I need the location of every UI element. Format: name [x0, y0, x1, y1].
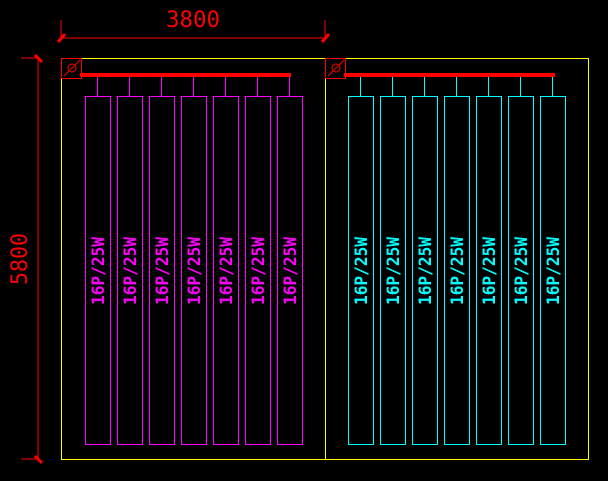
diameter-symbol-icon — [325, 58, 346, 79]
heating-panel[interactable]: 16P/25W — [85, 77, 111, 445]
width-dimension — [56, 20, 331, 43]
heating-panel[interactable]: 16P/25W — [412, 77, 438, 445]
heating-panel[interactable]: 16P/25W — [348, 77, 374, 445]
heating-panel[interactable]: 16P/25W — [540, 77, 566, 445]
heating-panel[interactable]: 16P/25W — [117, 77, 143, 445]
heating-panel[interactable]: 16P/25W — [380, 77, 406, 445]
heating-panel[interactable]: 16P/25W — [181, 77, 207, 445]
heating-panel[interactable]: 16P/25W — [213, 77, 239, 445]
panel-label: 16P/25W — [512, 236, 532, 305]
heating-panel[interactable]: 16P/25W — [277, 77, 303, 445]
panel-label: 16P/25W — [153, 236, 173, 305]
panel-group-right: 16P/25W 16P/25W 16P/25W 16P/25W 16P/25W 16P/2… — [325, 58, 566, 445]
heating-panel[interactable]: 16P/25W — [245, 77, 271, 445]
panel-label: 16P/25W — [384, 236, 404, 305]
height-dimension-label: 5800 — [8, 233, 33, 285]
panel-group-left: 16P/25W 16P/25W 16P/25W 16P/25W 16P/25W 16P/2… — [61, 58, 303, 445]
panel-label: 16P/25W — [121, 236, 141, 305]
heating-panel[interactable]: 16P/25W — [476, 77, 502, 445]
diameter-symbol-icon — [61, 58, 82, 79]
height-dimension — [21, 53, 44, 465]
panel-label: 16P/25W — [281, 236, 301, 305]
panel-label: 16P/25W — [480, 236, 500, 305]
panel-label: 16P/25W — [249, 236, 269, 305]
panel-label: 16P/25W — [352, 236, 372, 305]
panel-label: 16P/25W — [448, 236, 468, 305]
width-dimension-label: 3800 — [166, 8, 220, 33]
panel-label: 16P/25W — [416, 236, 436, 305]
heating-panel[interactable]: 16P/25W — [149, 77, 175, 445]
panel-label: 16P/25W — [217, 236, 237, 305]
heating-panel[interactable]: 16P/25W — [508, 77, 534, 445]
panel-label: 16P/25W — [89, 236, 109, 305]
heating-panel[interactable]: 16P/25W — [444, 77, 470, 445]
panel-label: 16P/25W — [544, 236, 564, 305]
panel-label: 16P/25W — [185, 236, 205, 305]
